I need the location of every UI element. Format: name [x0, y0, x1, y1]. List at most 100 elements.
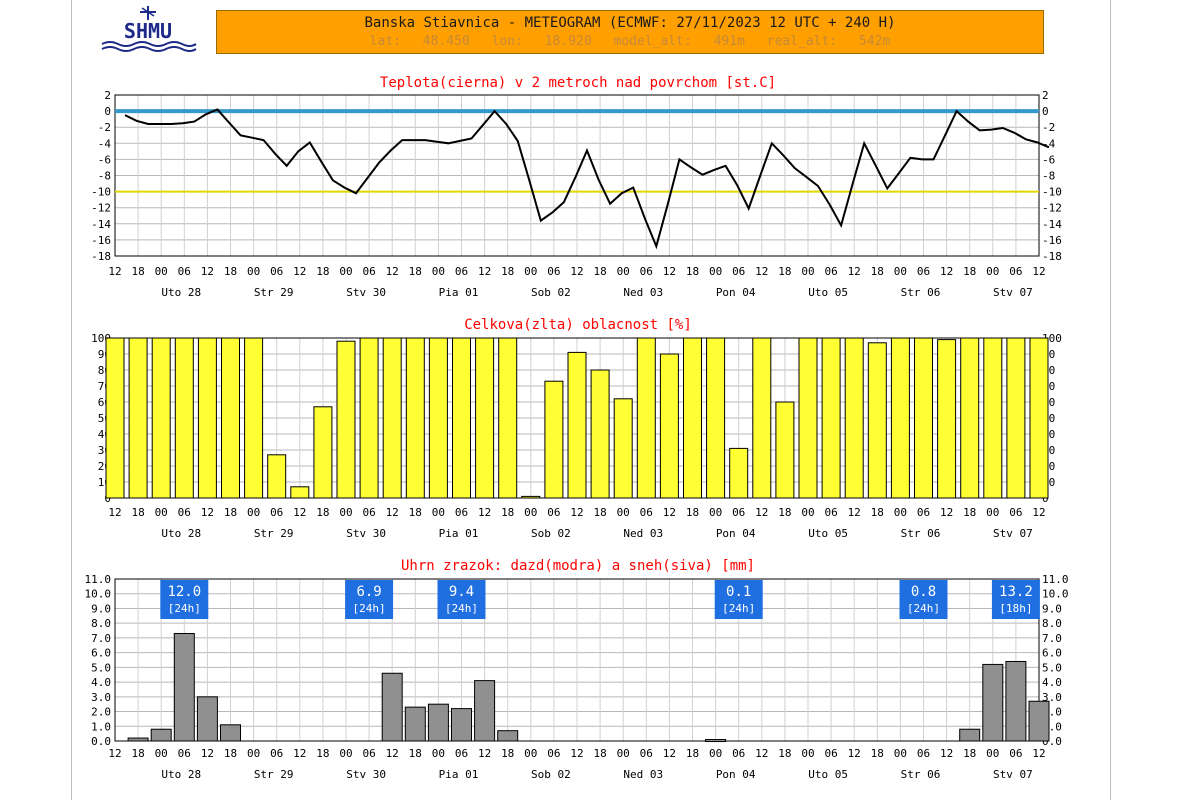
x-hour-label: 12 [848, 747, 861, 760]
x-hour-label: 00 [432, 265, 445, 278]
x-hour-label: 00 [247, 506, 260, 519]
cloud-bar [151, 337, 171, 499]
x-day-label: Sob 02 [531, 768, 571, 781]
y-tick-label: 4.0 [91, 676, 111, 689]
x-day-label: Uto 28 [161, 768, 201, 781]
x-hour-label: 12 [386, 747, 399, 760]
x-hour-label: 18 [224, 265, 237, 278]
panel-title: Uhrn zrazok: dazd(modra) a sneh(siva) [m… [401, 558, 755, 574]
y-tick-label-right: -2 [1042, 121, 1055, 134]
x-hour-label: 12 [663, 747, 676, 760]
x-hour-label: 18 [409, 265, 422, 278]
precip-bar [381, 672, 403, 742]
precip-bar [1005, 660, 1027, 742]
cloud-bar [1006, 337, 1026, 499]
charts-canvas: 2 20 0-2 -2-4 -4-6 -6-8 -8-10 -10-12 -12-14 -14-1… [85, 75, 1069, 781]
x-day-label: Stv 07 [993, 286, 1033, 299]
x-hour-label: 00 [524, 506, 537, 519]
x-hour-label: 06 [362, 265, 375, 278]
x-hour-label: 18 [501, 747, 514, 760]
x-hour-label: 12 [570, 265, 583, 278]
cloud-bar [382, 337, 402, 499]
x-day-label: Stv 30 [346, 286, 386, 299]
precip-bar [127, 737, 149, 742]
precip-total-value: 13.2 [999, 584, 1033, 600]
precip-bar [982, 663, 1004, 742]
precip-total-period: [24h] [168, 602, 201, 615]
meteogram-page: SHMU Banska Stiavnica - METEOGRAM (ECMWF… [71, 0, 1111, 800]
precip-bar [173, 632, 195, 742]
cloud-bar [706, 337, 726, 499]
x-hour-label: 00 [709, 506, 722, 519]
y-tick-label-right: -18 [1042, 250, 1062, 263]
x-day-label: Ned 03 [623, 527, 663, 540]
panel-title: Celkova(zlta) oblacnost [%] [464, 317, 692, 333]
meteogram-title: Banska Stiavnica - METEOGRAM (ECMWF: 27/… [364, 15, 896, 31]
x-hour-label: 12 [201, 506, 214, 519]
x-hour-label: 18 [224, 747, 237, 760]
cloud-bar [521, 495, 541, 499]
x-hour-label: 12 [293, 506, 306, 519]
cloud-bar [752, 337, 772, 499]
cloud-bar [498, 337, 518, 499]
cloud-bar [729, 447, 749, 499]
x-hour-label: 18 [316, 506, 329, 519]
x-hour-label: 06 [1009, 265, 1022, 278]
y-tick-label-right: -10 [1042, 186, 1062, 199]
y-tick-label-right: 5.0 [1042, 661, 1062, 674]
y-tick-label-right: -8 [1042, 170, 1055, 183]
x-hour-label: 00 [894, 265, 907, 278]
x-hour-label: 18 [593, 265, 606, 278]
y-tick-label: 5.0 [91, 661, 111, 674]
x-day-label: Stv 30 [346, 527, 386, 540]
x-day-label: Str 06 [901, 768, 941, 781]
x-hour-label: 06 [270, 747, 283, 760]
x-hour-label: 12 [663, 265, 676, 278]
x-hour-label: 12 [570, 747, 583, 760]
x-day-label: Ned 03 [623, 768, 663, 781]
cloud-bar [867, 342, 887, 499]
x-hour-label: 12 [108, 506, 121, 519]
x-hour-label: 06 [640, 506, 653, 519]
x-hour-label: 06 [178, 265, 191, 278]
x-hour-label: 18 [501, 506, 514, 519]
y-tick-label: 7.0 [91, 632, 111, 645]
precip-bar [497, 730, 519, 742]
x-hour-label: 12 [940, 506, 953, 519]
x-hour-label: 12 [108, 265, 121, 278]
cloud-bar [428, 337, 448, 499]
x-hour-label: 00 [432, 747, 445, 760]
cloud-bar [844, 337, 864, 499]
x-hour-label: 18 [131, 265, 144, 278]
y-tick-label: -2 [98, 121, 111, 134]
cloud-bar [914, 337, 933, 499]
x-hour-label: 06 [640, 265, 653, 278]
x-hour-label: 00 [155, 265, 168, 278]
cloud-bar [567, 351, 587, 499]
x-hour-label: 06 [178, 747, 191, 760]
x-hour-label: 00 [709, 747, 722, 760]
x-hour-label: 00 [894, 506, 907, 519]
precip-total-badge [345, 580, 394, 619]
x-hour-label: 06 [455, 747, 468, 760]
x-hour-label: 00 [617, 265, 630, 278]
x-hour-label: 18 [131, 747, 144, 760]
y-tick-label: -16 [91, 234, 111, 247]
x-day-label: Str 06 [901, 527, 941, 540]
cloud-bar [452, 337, 471, 499]
y-tick-label: 2.0 [91, 706, 111, 719]
y-tick-label-right: -12 [1042, 202, 1062, 215]
x-hour-label: 06 [455, 506, 468, 519]
x-hour-label: 06 [640, 747, 653, 760]
cloud-bar [683, 337, 702, 499]
x-hour-label: 18 [871, 506, 884, 519]
x-hour-label: 00 [801, 506, 814, 519]
cloud-bar [983, 337, 1003, 499]
x-hour-label: 00 [801, 265, 814, 278]
x-hour-label: 12 [940, 265, 953, 278]
y-tick-label-right: -16 [1042, 234, 1062, 247]
cloud-bar [775, 401, 795, 499]
cloud-bar [290, 486, 310, 499]
x-hour-label: 06 [362, 747, 375, 760]
x-hour-label: 06 [732, 506, 745, 519]
